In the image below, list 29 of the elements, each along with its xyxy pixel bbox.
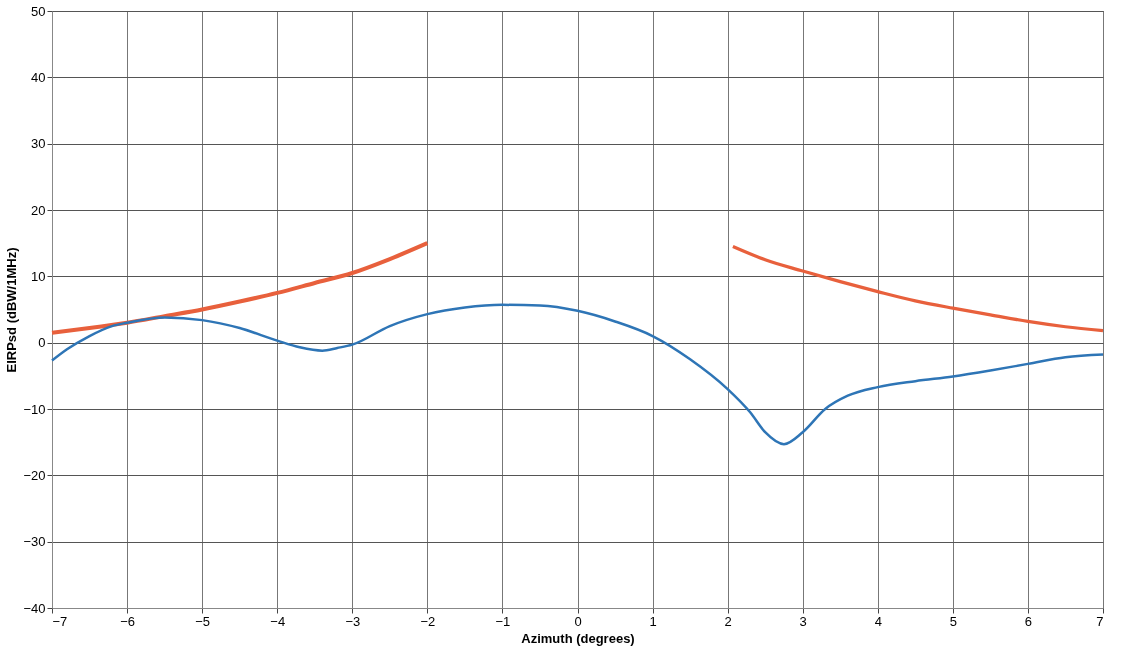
x-tick-label: 7 [1096,613,1104,629]
x-tick-label: 4 [874,613,882,629]
x-tick-label: −4 [270,613,286,629]
y-tick-label: 10 [31,268,46,284]
x-tick-label: 6 [1024,613,1033,629]
x-tick-label: −7 [52,613,68,629]
x-tick-label: −3 [345,613,361,629]
y-tick-label: −40 [23,600,46,616]
x-tick-label: −2 [420,613,436,629]
y-axis-title: EIRPsd (dBW/1MHz) [4,247,20,373]
y-tick-label: −30 [23,534,46,550]
x-axis-title: Azimuth (degrees) [521,630,635,646]
y-tick-label: 40 [31,69,46,85]
line-series [731,244,1105,333]
x-tick-label: −5 [195,613,211,629]
line-series [50,303,1105,446]
y-tick-label: −20 [23,467,46,483]
x-tick-label: 3 [799,613,807,629]
x-tick-label: −1 [495,613,511,629]
x-tick-label: −6 [120,613,135,629]
x-tick-label: 1 [649,613,657,629]
y-tick-label: −10 [23,401,46,417]
x-tick-label: 2 [724,613,732,629]
y-tick-label: 20 [31,202,46,218]
y-tick-label: 30 [31,136,46,152]
x-tick-label: 5 [949,613,957,629]
x-tick-label: 0 [574,613,582,629]
y-tick-label: 50 [31,3,46,19]
y-tick-label: 0 [38,335,46,351]
